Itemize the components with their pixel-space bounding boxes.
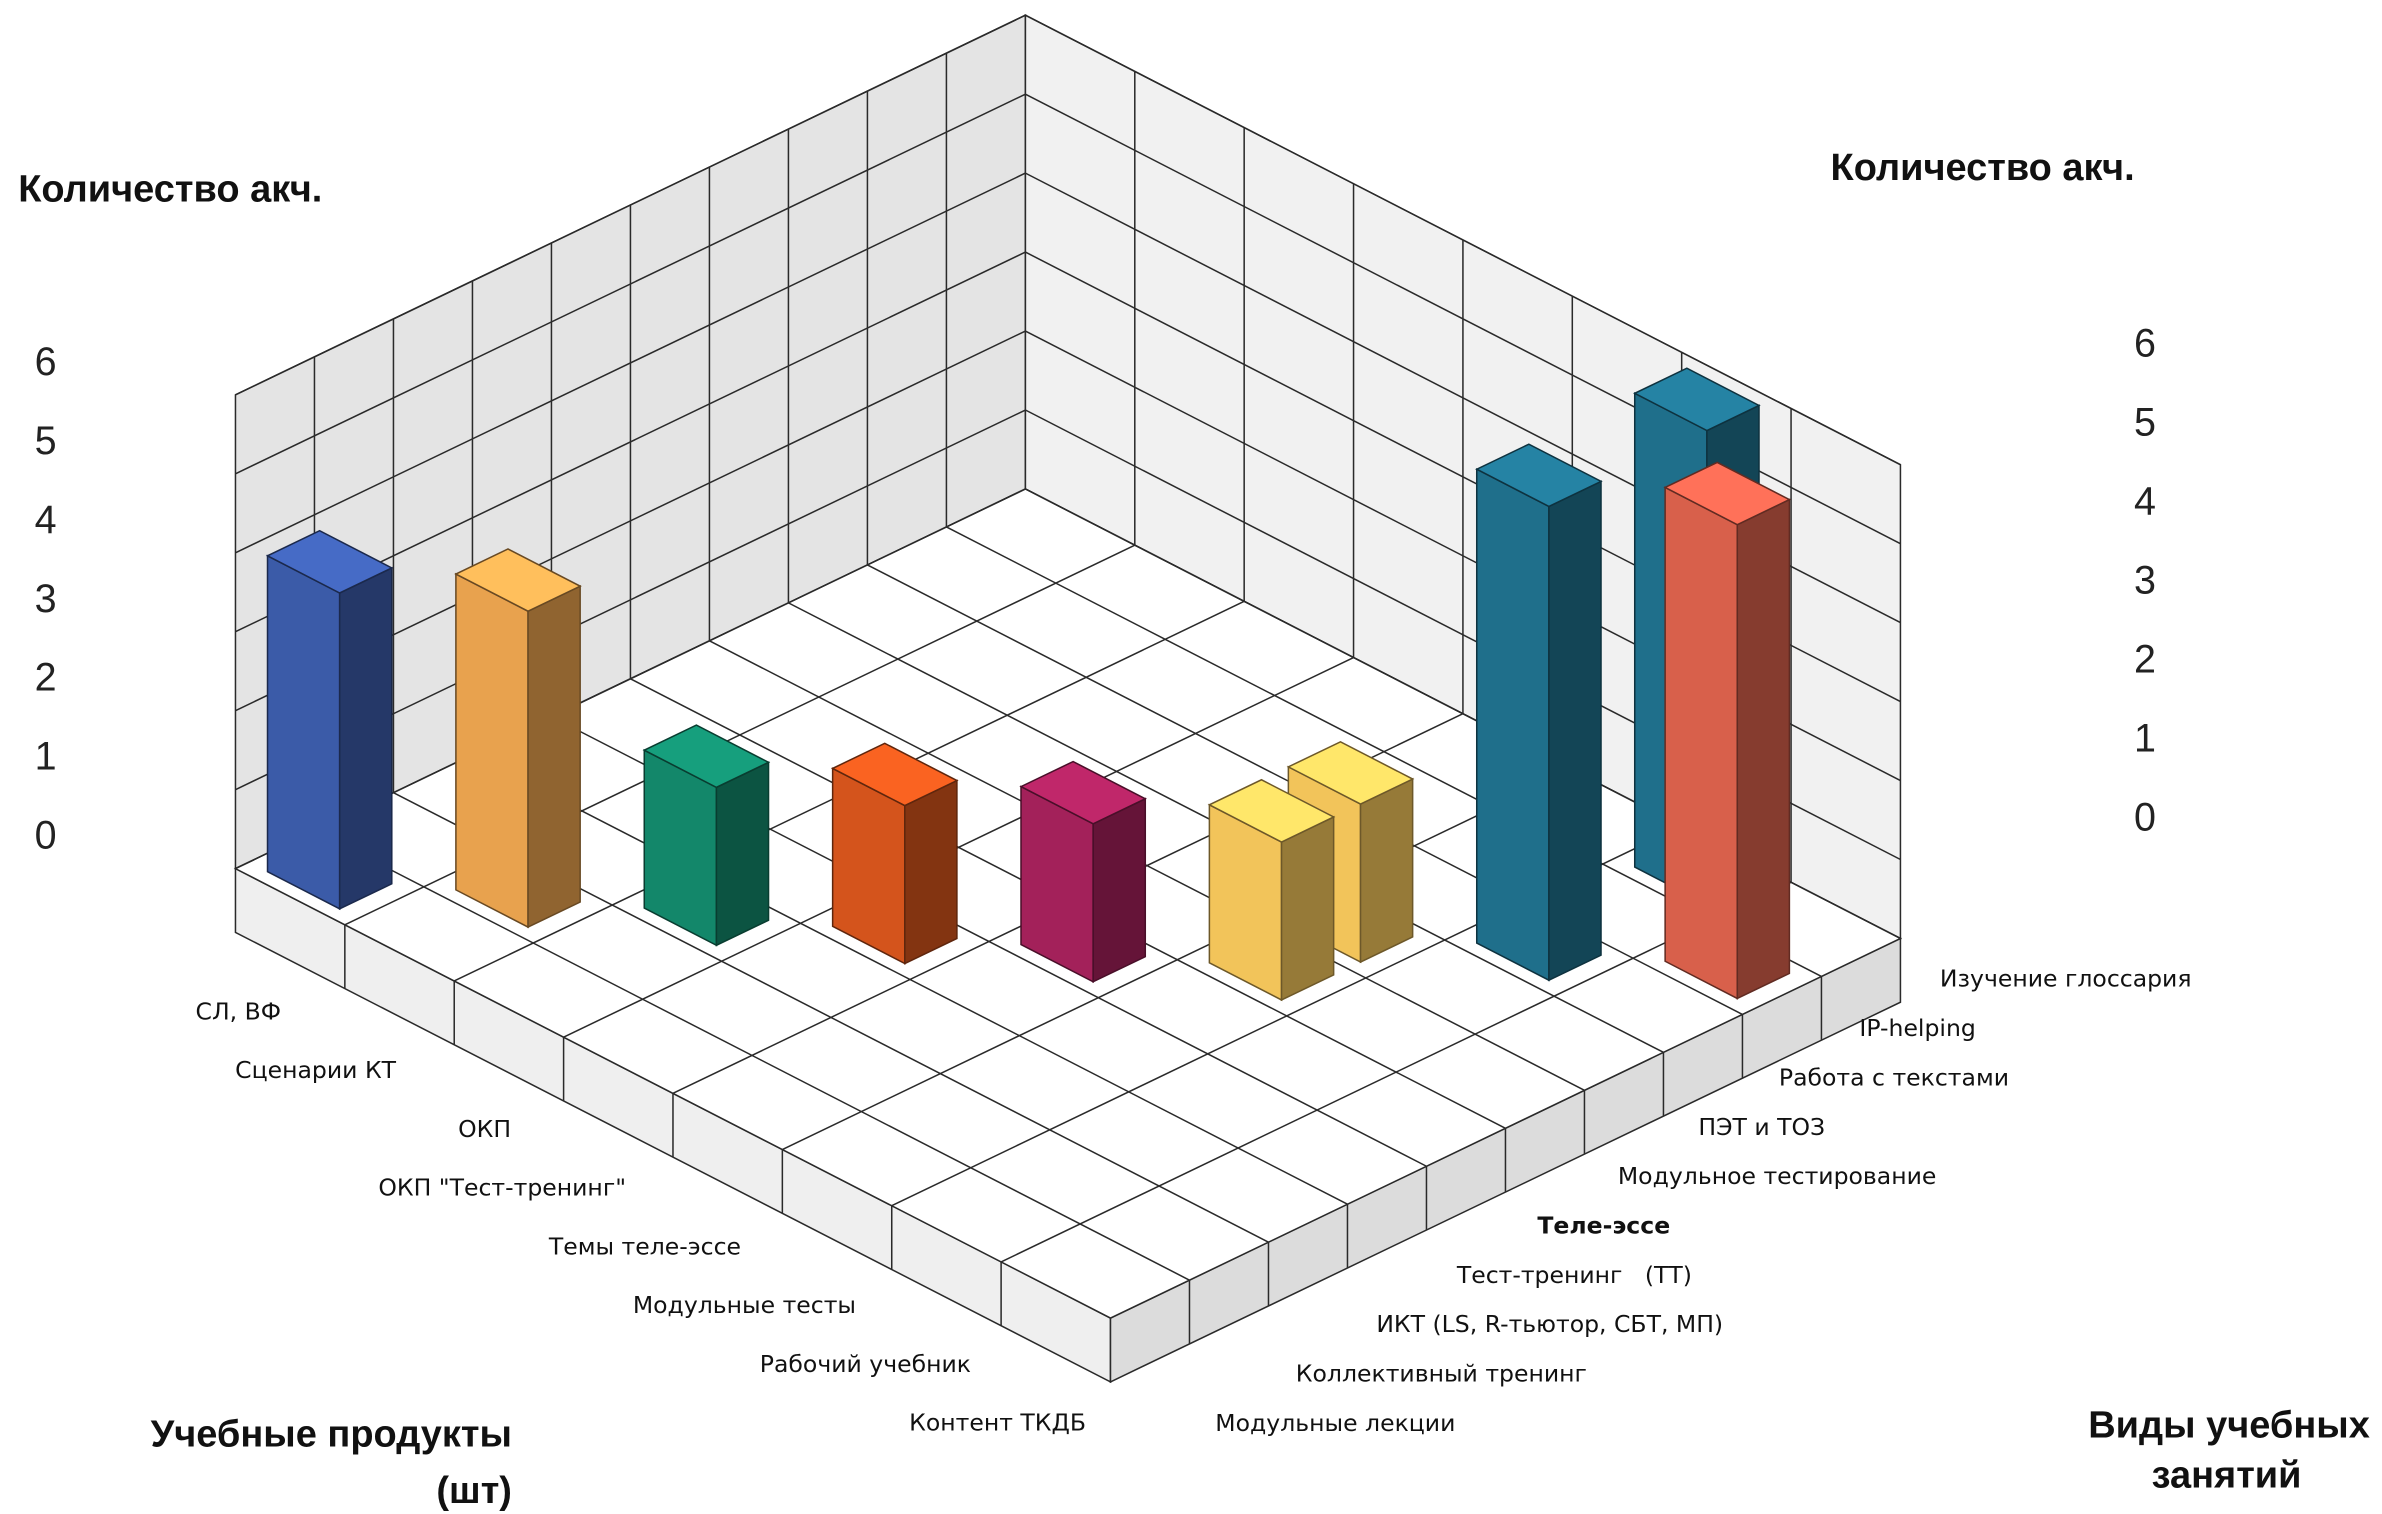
z-axis-title: занятий bbox=[2152, 1455, 2302, 1497]
x-tick-label: Сценарии КТ bbox=[235, 1056, 396, 1084]
bar bbox=[830, 742, 959, 965]
floor-grid bbox=[709, 640, 1585, 1091]
y-tick-label: 1 bbox=[2134, 716, 2156, 760]
z-tick-label: Изучение глоссария bbox=[1940, 965, 2192, 993]
bar-face bbox=[266, 554, 341, 911]
bar-top bbox=[1286, 740, 1415, 805]
bar-side bbox=[1092, 797, 1147, 983]
bar-top bbox=[454, 548, 582, 613]
y-tick-label: 0 bbox=[2134, 795, 2156, 839]
z-tick-label: ПЭТ и ТОЗ bbox=[1698, 1113, 1825, 1141]
bar-side bbox=[1359, 777, 1414, 964]
y-tick-label: 3 bbox=[35, 577, 57, 621]
bar bbox=[1663, 461, 1792, 1000]
grid-line bbox=[1025, 14, 1901, 466]
bar-side bbox=[1548, 480, 1602, 982]
grid-line bbox=[235, 93, 1026, 475]
bar-top bbox=[1475, 443, 1603, 508]
floor-grid bbox=[472, 754, 1348, 1205]
x-tick-label: Рабочий учебник bbox=[760, 1350, 971, 1378]
x-tick-label: Модульные тесты bbox=[633, 1291, 856, 1319]
grid-line bbox=[235, 14, 1026, 396]
floor-grid bbox=[314, 829, 1190, 1281]
bar bbox=[454, 548, 582, 929]
bar bbox=[265, 529, 394, 911]
bar-face bbox=[1664, 486, 1739, 1000]
z-tick-label: Теле-эссе bbox=[1537, 1211, 1670, 1239]
z-tick-label: Модульные лекции bbox=[1215, 1409, 1455, 1437]
bar-side bbox=[715, 761, 770, 947]
z-tick-label: Работа с текстами bbox=[1779, 1063, 2009, 1091]
x-axis-title: (шт) bbox=[436, 1470, 512, 1512]
y-tick-label: 4 bbox=[35, 498, 57, 542]
z-tick-label: Модульное тестирование bbox=[1618, 1162, 1937, 1190]
z-tick-label: Коллективный тренинг bbox=[1296, 1360, 1587, 1388]
y-tick-label: 5 bbox=[2134, 401, 2156, 445]
x-tick-label: СЛ, ВФ bbox=[196, 997, 282, 1025]
x-tick-label: Темы теле-эссе bbox=[548, 1232, 741, 1260]
y-tick-label: 2 bbox=[35, 656, 57, 700]
z-tick-label: IP-helping bbox=[1859, 1014, 1975, 1042]
bar-top bbox=[1019, 760, 1147, 825]
bar-top bbox=[265, 529, 394, 594]
bar-top bbox=[1207, 778, 1336, 843]
z-tick-label: ИКТ (LS, R-тьютор, СБТ, МП) bbox=[1376, 1310, 1723, 1338]
x-tick-label: ОКП "Тест-тренинг" bbox=[378, 1174, 626, 1202]
bar bbox=[1475, 443, 1603, 982]
y-axis-title-left: Количество акч. bbox=[18, 168, 322, 210]
bar-face bbox=[1475, 467, 1550, 982]
y-tick-label: 0 bbox=[35, 814, 57, 858]
y-tick-label: 5 bbox=[35, 419, 57, 463]
x-tick-label: Контент ТКДБ bbox=[909, 1409, 1086, 1437]
bar bbox=[1019, 760, 1147, 983]
x-tick-label: ОКП bbox=[458, 1115, 511, 1143]
bar bbox=[1207, 778, 1336, 1002]
grid-line bbox=[235, 172, 1026, 554]
bar-side bbox=[1736, 498, 1791, 1000]
bar bbox=[642, 724, 771, 947]
z-tick-label: Тест-тренинг (ТТ) bbox=[1456, 1261, 1692, 1289]
y-tick-label: 1 bbox=[35, 735, 57, 779]
bar-top bbox=[1633, 367, 1761, 432]
bar-top bbox=[1663, 461, 1792, 526]
bar-top bbox=[830, 742, 959, 807]
y-axis-title-right: Количество акч. bbox=[1831, 147, 2135, 189]
x-axis-title: Учебные продукты bbox=[151, 1414, 512, 1456]
bar-face bbox=[455, 572, 529, 929]
bar-side bbox=[527, 584, 581, 929]
bar-side bbox=[1280, 815, 1335, 1002]
y-tick-label: 6 bbox=[2134, 322, 2156, 366]
y-tick-label: 3 bbox=[2134, 559, 2156, 603]
y-tick-label: 2 bbox=[2134, 638, 2156, 682]
bar-side bbox=[904, 779, 958, 965]
bar-side bbox=[338, 566, 393, 911]
z-axis-title: Виды учебных bbox=[2088, 1404, 2370, 1446]
y-tick-label: 4 bbox=[2134, 480, 2156, 524]
y-tick-label: 6 bbox=[35, 340, 57, 384]
bar-top bbox=[642, 724, 771, 789]
